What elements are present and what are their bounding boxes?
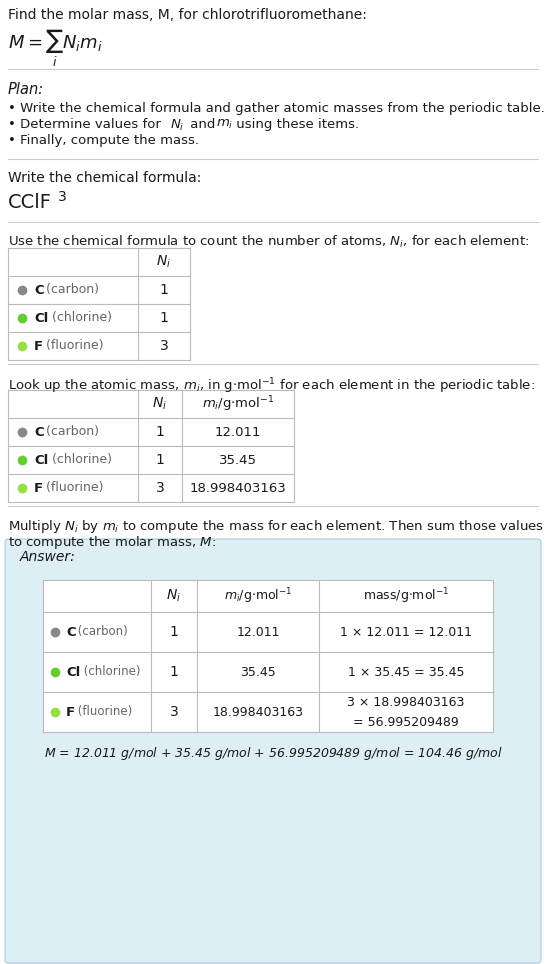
Text: (chlorine): (chlorine) [48, 453, 112, 467]
Text: (carbon): (carbon) [42, 283, 99, 297]
Text: 1 × 12.011 = 12.011: 1 × 12.011 = 12.011 [340, 626, 472, 638]
Text: (chlorine): (chlorine) [80, 665, 140, 679]
Text: (fluorine): (fluorine) [42, 481, 104, 495]
Text: 18.998403163: 18.998403163 [189, 481, 286, 495]
Text: • Write the chemical formula and gather atomic masses from the periodic table.: • Write the chemical formula and gather … [8, 102, 545, 115]
Text: 1: 1 [156, 453, 164, 467]
Text: CClF: CClF [8, 193, 52, 212]
FancyBboxPatch shape [5, 539, 541, 963]
Text: F: F [34, 339, 43, 353]
Text: and: and [186, 118, 219, 131]
Text: (carbon): (carbon) [74, 626, 128, 638]
Text: (chlorine): (chlorine) [48, 311, 112, 325]
Text: 1: 1 [170, 665, 179, 679]
Text: C: C [34, 425, 44, 439]
Text: $N_i$: $N_i$ [152, 396, 168, 413]
Text: $N_i$: $N_i$ [170, 118, 185, 133]
Text: (fluorine): (fluorine) [74, 706, 132, 718]
Text: C: C [66, 626, 76, 638]
Text: 1: 1 [170, 625, 179, 639]
Text: 3: 3 [159, 339, 168, 353]
Text: Plan:: Plan: [8, 82, 44, 97]
Text: mass/g$\cdot$mol$^{-1}$: mass/g$\cdot$mol$^{-1}$ [363, 586, 449, 605]
Text: Cl: Cl [34, 311, 48, 325]
Text: • Finally, compute the mass.: • Finally, compute the mass. [8, 134, 199, 147]
Text: $m_i$: $m_i$ [216, 118, 234, 131]
Text: 1: 1 [159, 311, 168, 325]
Text: using these items.: using these items. [232, 118, 359, 131]
Text: F: F [34, 481, 43, 495]
Text: 1: 1 [159, 283, 168, 297]
Text: 35.45: 35.45 [240, 665, 276, 679]
Text: 12.011: 12.011 [236, 626, 280, 638]
Text: 3: 3 [156, 481, 164, 495]
Text: 3: 3 [58, 190, 67, 204]
Text: $N_i$: $N_i$ [167, 588, 181, 604]
Text: Cl: Cl [34, 453, 48, 467]
Text: Look up the atomic mass, $m_i$, in g$\cdot$mol$^{-1}$ for each element in the pe: Look up the atomic mass, $m_i$, in g$\cd… [8, 376, 535, 395]
Text: 1 × 35.45 = 35.45: 1 × 35.45 = 35.45 [348, 665, 464, 679]
Text: 3: 3 [170, 705, 179, 719]
Text: (carbon): (carbon) [42, 425, 99, 439]
Text: Write the chemical formula:: Write the chemical formula: [8, 171, 201, 185]
Bar [8, 248, 190, 360]
Text: C: C [34, 283, 44, 297]
Text: • Determine values for: • Determine values for [8, 118, 165, 131]
Text: $N_i$: $N_i$ [157, 254, 171, 270]
Bar [8, 390, 294, 502]
Text: 35.45: 35.45 [219, 453, 257, 467]
Text: $M = \sum_i N_i m_i$: $M = \sum_i N_i m_i$ [8, 28, 103, 69]
Text: Answer:: Answer: [20, 550, 76, 564]
Text: = 56.995209489: = 56.995209489 [353, 715, 459, 729]
Text: 12.011: 12.011 [215, 425, 261, 439]
Text: $m_i$/g$\cdot$mol$^{-1}$: $m_i$/g$\cdot$mol$^{-1}$ [201, 394, 274, 414]
Bar [43, 580, 493, 732]
Text: $m_i$/g$\cdot$mol$^{-1}$: $m_i$/g$\cdot$mol$^{-1}$ [224, 586, 292, 605]
Text: Find the molar mass, M, for chlorotrifluoromethane:: Find the molar mass, M, for chlorotriflu… [8, 8, 367, 22]
Text: $M$ = 12.011 g/mol + 35.45 g/mol + 56.995209489 g/mol = 104.46 g/mol: $M$ = 12.011 g/mol + 35.45 g/mol + 56.99… [44, 745, 502, 763]
Text: Multiply $N_i$ by $m_i$ to compute the mass for each element. Then sum those val: Multiply $N_i$ by $m_i$ to compute the m… [8, 518, 544, 535]
Text: 18.998403163: 18.998403163 [212, 706, 304, 718]
Text: (fluorine): (fluorine) [42, 339, 104, 353]
Text: F: F [66, 706, 75, 718]
Text: to compute the molar mass, $M$:: to compute the molar mass, $M$: [8, 534, 216, 551]
Text: Use the chemical formula to count the number of atoms, $N_i$, for each element:: Use the chemical formula to count the nu… [8, 234, 529, 250]
Text: 1: 1 [156, 425, 164, 439]
Text: 3 × 18.998403163: 3 × 18.998403163 [347, 697, 465, 710]
Text: Cl: Cl [66, 665, 80, 679]
